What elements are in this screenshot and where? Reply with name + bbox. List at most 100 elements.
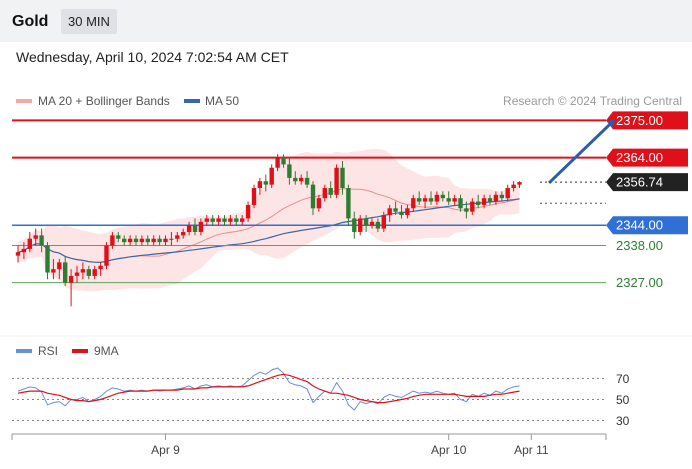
candle [21,242,27,260]
candle [481,194,487,209]
candle [169,231,174,246]
candle-body [440,194,445,199]
price-levels: 2375.00 2364.00 2356.74 2344.00 2338.00 2327.… [12,111,688,290]
candle [322,184,327,202]
candle-body [80,269,86,273]
candle [346,184,351,226]
forecast-arrow-layer [547,119,616,185]
candle-body [505,188,510,199]
candle [245,201,251,222]
candle-body [493,194,499,202]
candle [316,194,322,212]
candle-body [399,211,404,216]
candle-body [122,238,127,243]
candle-body [476,201,481,205]
timeframe-badge[interactable]: 30 MIN [61,9,117,34]
candle-body [104,245,109,266]
candle [116,231,121,243]
candle-body [98,265,103,270]
candle-body [92,269,97,276]
rsi-legend-label: RSI [38,344,58,358]
candle-body [375,221,381,229]
candle-body [322,188,327,199]
rsi-tick-50: 50 [616,393,630,407]
candle [340,160,345,195]
candle [470,198,475,216]
candle [505,184,510,202]
candle [446,191,451,205]
candle [369,218,375,229]
level-label-2327.00: 2327.00 [616,275,663,290]
candle-body [299,177,304,182]
candle [222,215,227,226]
candle [358,215,363,236]
candle [328,181,333,199]
candle-body [316,198,322,209]
candle-body [352,218,357,232]
candle [181,228,186,239]
rsi-ma-legend-label: 9MA [94,344,119,358]
candle-body [417,198,422,202]
candle-body [116,235,121,239]
candle-body [139,238,145,243]
candle [68,269,74,307]
rsi-tick-30: 30 [616,414,630,428]
candle [98,262,103,276]
candle-body [27,238,32,249]
candle-body [422,198,428,202]
candle-body [487,198,493,202]
level-tag-2356.74 [606,173,688,192]
candle-body [428,198,434,202]
candle [251,184,257,209]
candle [240,215,245,226]
candle-body [33,235,38,239]
candle [139,235,145,246]
candle-body [240,218,245,222]
candle [411,194,416,212]
level-label-2344.00: 2344.00 [616,218,663,233]
candle-body [228,218,233,222]
candle-body [45,245,50,273]
candle [293,171,298,185]
level-tag-2375.00 [606,111,688,130]
candle-body [446,198,451,202]
candle-body [68,275,74,283]
candle [86,265,91,280]
candle [399,204,404,219]
candle [175,231,180,243]
candle [352,211,357,239]
candle [434,191,440,205]
symbol-title: Gold [12,13,49,30]
candle-body [157,238,162,243]
level-label-2364.00: 2364.00 [616,150,663,165]
candle-body [257,181,263,189]
candle [122,235,127,246]
candle-body [369,221,375,226]
candle [269,164,274,189]
candle [192,218,198,236]
candle [127,235,133,246]
candle [80,262,86,280]
x-tick-label: Apr 11 [514,443,549,457]
candle [464,201,469,219]
candle [151,235,156,246]
candle [440,191,445,202]
candle-body [281,157,286,165]
candle [304,171,310,189]
candle [145,235,150,246]
candle-body [175,235,180,239]
candle-body [434,194,440,202]
rsi-tick-70: 70 [616,372,630,386]
candle [363,215,369,232]
candle-body [86,269,91,276]
candle [45,242,50,280]
candle-body [263,181,268,185]
candle-body [63,262,68,283]
candle-body [145,238,150,243]
candle-body [169,238,174,240]
candle [452,194,457,205]
candle [499,191,504,202]
candle [198,218,204,236]
candle-body [275,157,280,168]
